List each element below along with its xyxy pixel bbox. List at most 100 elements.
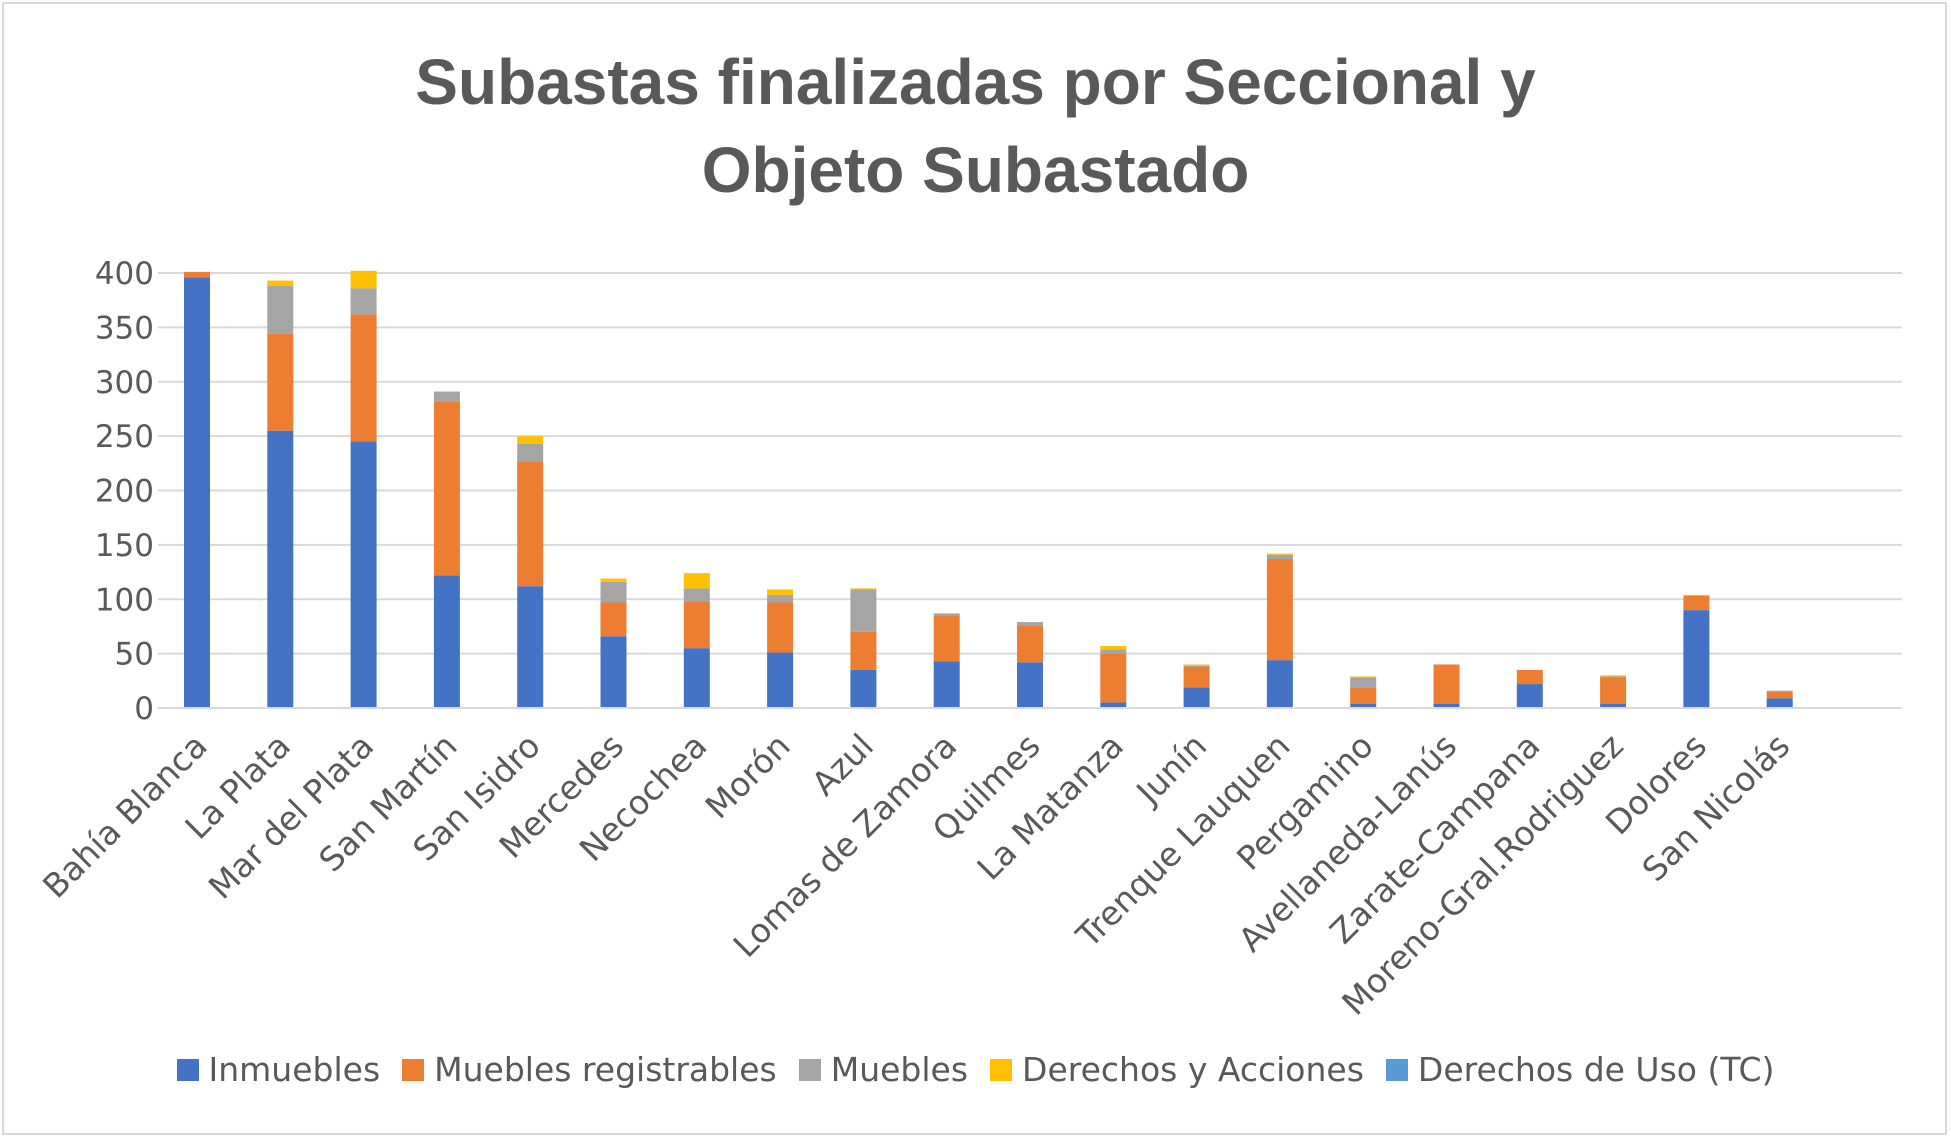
y-tick-label: 100 xyxy=(95,582,154,618)
bar-segment-1 xyxy=(600,636,627,708)
bar-segment-1 xyxy=(433,575,460,708)
y-tick-label: 250 xyxy=(95,419,154,455)
bar-segment-3 xyxy=(433,391,460,402)
bar-segment-1 xyxy=(1266,660,1293,708)
bar-segment-4 xyxy=(600,578,627,582)
bar-segment-2 xyxy=(1433,664,1460,704)
legend-label: Muebles registrables xyxy=(434,1050,777,1089)
bar-segment-4 xyxy=(1600,675,1627,677)
chart-title-line-2: Objeto Subastado xyxy=(701,134,1250,206)
bar-segment-3 xyxy=(683,588,710,602)
legend-label: Derechos y Acciones xyxy=(1022,1050,1364,1089)
bar-segment-1 xyxy=(517,586,544,708)
bar-segment-1 xyxy=(184,277,210,708)
bar-segment-1 xyxy=(1350,703,1377,708)
bar-segment-3 xyxy=(1350,677,1377,688)
x-category-label: Morón xyxy=(698,726,798,826)
legend-item: Inmuebles xyxy=(176,1050,381,1089)
legend-item: Muebles registrables xyxy=(402,1050,777,1089)
bar-segment-2 xyxy=(1516,669,1543,685)
bar-segment-2 xyxy=(683,601,710,649)
bar-segment-4 xyxy=(1266,553,1293,555)
bar-segment-4 xyxy=(1350,676,1377,678)
bar-segment-4 xyxy=(767,589,794,595)
bar-segment-2 xyxy=(1266,559,1293,661)
bar-segment-2 xyxy=(1350,687,1377,704)
legend-swatch xyxy=(402,1058,425,1081)
y-tick-label: 400 xyxy=(95,256,154,292)
legend-label: Muebles xyxy=(830,1050,969,1089)
bar-segment-2 xyxy=(1100,653,1127,703)
bar-segment-2 xyxy=(267,333,294,431)
bar-segment-1 xyxy=(850,669,877,708)
bar-segment-2 xyxy=(600,602,627,637)
y-tick-label: 50 xyxy=(115,637,154,673)
bar-segment-4 xyxy=(267,280,294,287)
legend-swatch xyxy=(1385,1058,1408,1081)
chart-title: Subastas finalizadas por Seccional y Obj… xyxy=(0,38,1951,214)
bar-segment-1 xyxy=(1183,687,1210,708)
bar-segment-3 xyxy=(350,288,377,315)
legend-item: Derechos de Uso (TC) xyxy=(1385,1050,1775,1089)
bar-segment-2 xyxy=(517,461,544,587)
chart-title-line-1: Subastas finalizadas por Seccional y xyxy=(415,46,1536,118)
x-category-label: Azul xyxy=(804,726,881,803)
legend-swatch xyxy=(990,1058,1013,1081)
y-tick-label: 300 xyxy=(95,365,154,401)
bar-segment-2 xyxy=(850,631,877,670)
legend-item: Muebles xyxy=(798,1050,969,1089)
y-tick-label: 150 xyxy=(95,528,154,564)
bar-segment-1 xyxy=(1683,610,1710,708)
bar-segment-3 xyxy=(933,613,960,616)
bar-segment-2 xyxy=(1600,677,1627,704)
bar-segment-3 xyxy=(767,594,794,603)
bar-segment-1 xyxy=(683,648,710,708)
bar-segment-2 xyxy=(1766,691,1793,699)
bar-segment-4 xyxy=(1183,664,1210,666)
legend-swatch xyxy=(176,1058,199,1081)
bar-segment-3 xyxy=(850,589,877,632)
bar-segment-1 xyxy=(1017,662,1043,708)
bar-segment-3 xyxy=(267,286,294,334)
bar-segment-2 xyxy=(767,602,794,653)
bar-segment-1 xyxy=(1600,703,1627,708)
bar-segment-2 xyxy=(433,401,460,576)
bar-segment-2 xyxy=(350,314,377,442)
legend-item: Derechos y Acciones xyxy=(990,1050,1364,1089)
bar-segment-4 xyxy=(350,270,377,289)
bar-segment-3 xyxy=(517,443,544,462)
y-tick-label: 0 xyxy=(134,691,154,727)
bar-segment-3 xyxy=(1017,622,1043,626)
bar-segment-2 xyxy=(933,615,960,662)
bar-segment-1 xyxy=(267,430,294,708)
bar-segment-4 xyxy=(517,436,544,444)
bar-segment-4 xyxy=(1100,646,1127,650)
bar-segment-2 xyxy=(184,271,210,278)
bar-segment-3 xyxy=(1600,676,1627,678)
bar-segment-1 xyxy=(1766,698,1793,708)
legend-label: Inmuebles xyxy=(208,1050,381,1089)
legend-swatch xyxy=(798,1058,821,1081)
bar-segment-3 xyxy=(1266,554,1293,560)
bar-segment-3 xyxy=(1183,665,1210,667)
bar-segment-1 xyxy=(1433,703,1460,708)
bar-segment-3 xyxy=(600,581,627,603)
bar-segment-3 xyxy=(1100,649,1127,654)
bar-segment-1 xyxy=(933,661,960,708)
bar-segment-4 xyxy=(683,573,710,589)
legend-label: Derechos de Uso (TC) xyxy=(1417,1050,1775,1089)
bar-segment-1 xyxy=(1516,684,1543,708)
bar-segment-4 xyxy=(1683,594,1710,596)
bar-segment-2 xyxy=(1183,666,1210,688)
chart-legend: Inmuebles Muebles registrables Muebles Dere… xyxy=(0,1050,1951,1089)
bar-segment-3 xyxy=(1766,690,1793,692)
bar-segment-1 xyxy=(350,441,377,708)
bar-segment-1 xyxy=(1100,702,1127,708)
bar-segment-4 xyxy=(850,588,877,590)
y-tick-label: 200 xyxy=(95,474,154,510)
bar-segment-1 xyxy=(767,652,794,708)
bar-segment-2 xyxy=(1017,625,1043,663)
bar-segment-2 xyxy=(1683,595,1710,611)
